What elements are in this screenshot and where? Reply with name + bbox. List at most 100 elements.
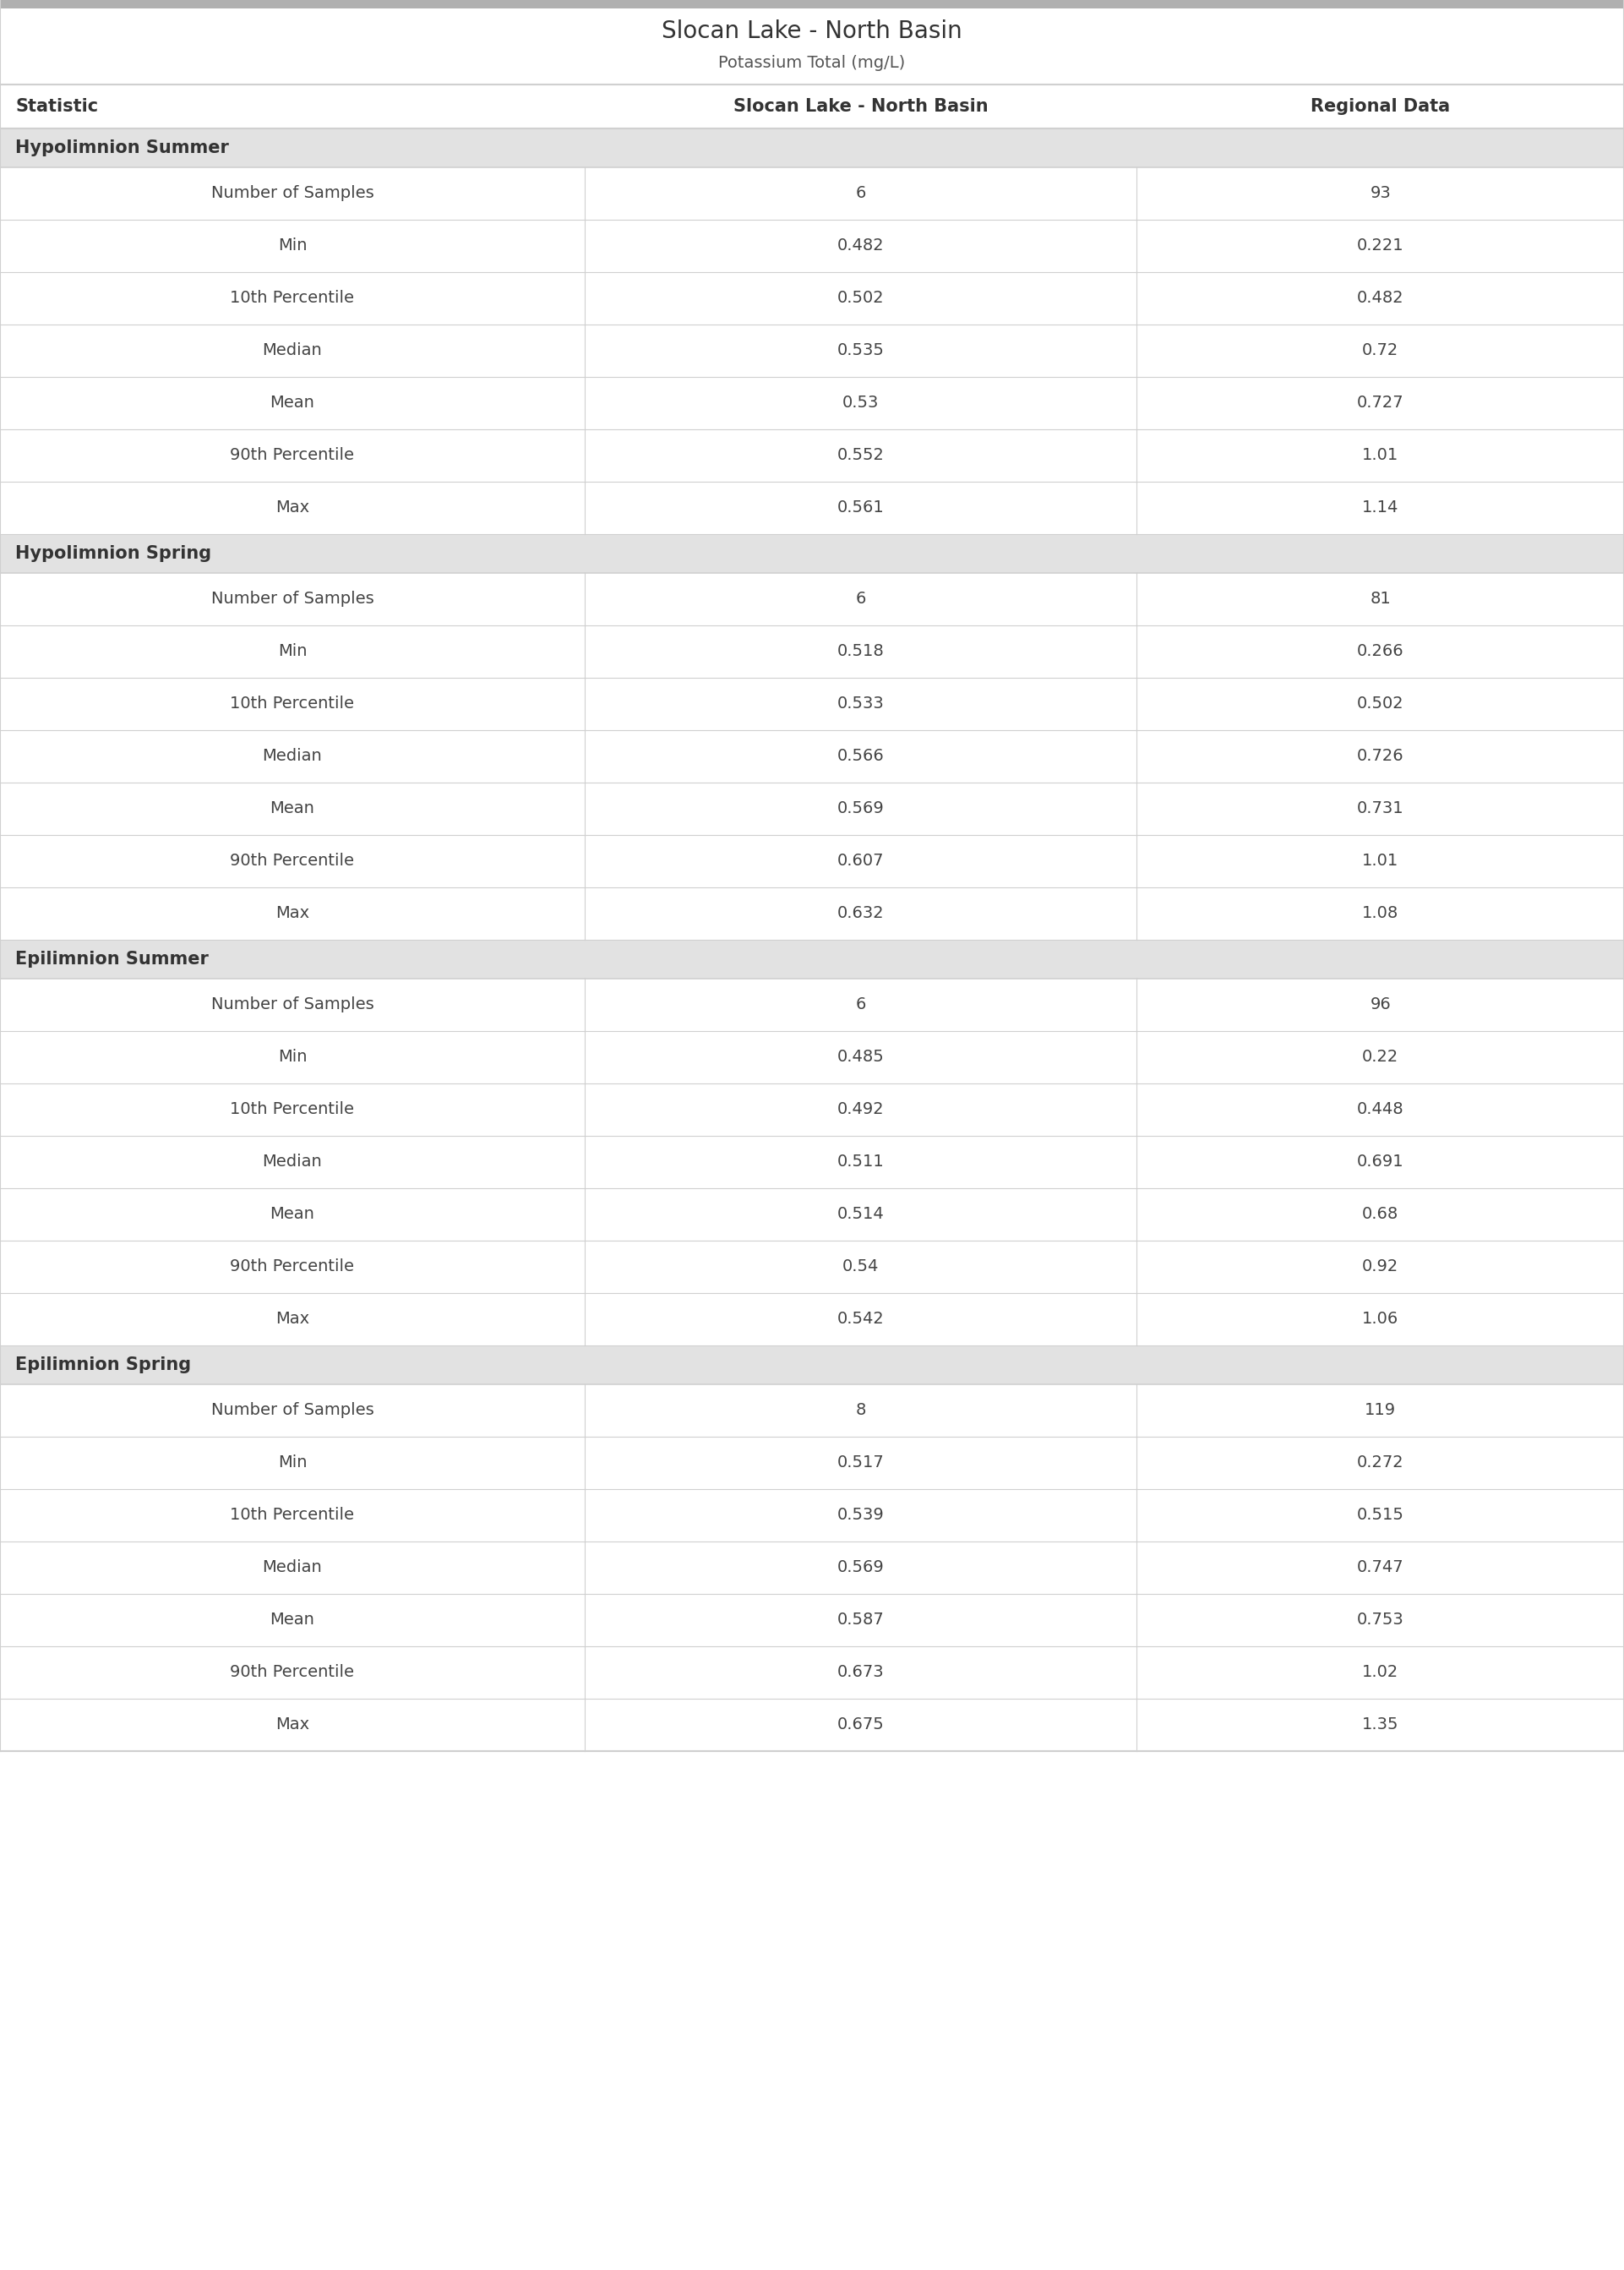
Bar bbox=[0, 0, 1624, 9]
Text: Statistic: Statistic bbox=[15, 98, 97, 116]
Bar bbox=[0, 978, 1624, 1031]
Bar bbox=[0, 220, 1624, 272]
Bar bbox=[0, 1489, 1624, 1541]
Text: Epilimnion Spring: Epilimnion Spring bbox=[15, 1357, 192, 1373]
Text: 0.561: 0.561 bbox=[836, 499, 885, 515]
Text: 10th Percentile: 10th Percentile bbox=[231, 1507, 354, 1523]
Text: 81: 81 bbox=[1371, 590, 1390, 606]
Text: 0.53: 0.53 bbox=[843, 395, 879, 411]
Text: 6: 6 bbox=[856, 997, 866, 1012]
Text: Slocan Lake - North Basin: Slocan Lake - North Basin bbox=[661, 20, 963, 43]
Text: 0.569: 0.569 bbox=[836, 801, 885, 817]
Bar bbox=[0, 731, 1624, 783]
Text: 90th Percentile: 90th Percentile bbox=[231, 1260, 354, 1276]
Text: Median: Median bbox=[263, 343, 322, 359]
Text: 0.515: 0.515 bbox=[1356, 1507, 1405, 1523]
Text: 0.272: 0.272 bbox=[1358, 1455, 1403, 1471]
Text: Number of Samples: Number of Samples bbox=[211, 997, 374, 1012]
Bar bbox=[0, 627, 1624, 679]
Text: 0.517: 0.517 bbox=[836, 1455, 885, 1471]
Bar bbox=[0, 429, 1624, 481]
Text: 0.542: 0.542 bbox=[836, 1312, 885, 1328]
Text: 0.448: 0.448 bbox=[1358, 1101, 1403, 1117]
Text: Number of Samples: Number of Samples bbox=[211, 186, 374, 202]
Text: 0.68: 0.68 bbox=[1363, 1205, 1398, 1224]
Text: 1.35: 1.35 bbox=[1363, 1716, 1398, 1732]
Bar bbox=[0, 533, 1624, 572]
Text: 96: 96 bbox=[1371, 997, 1390, 1012]
Bar bbox=[0, 1242, 1624, 1294]
Text: 0.731: 0.731 bbox=[1358, 801, 1403, 817]
Bar bbox=[0, 1083, 1624, 1135]
Text: Hypolimnion Spring: Hypolimnion Spring bbox=[15, 545, 211, 563]
Text: 8: 8 bbox=[856, 1403, 866, 1419]
Bar bbox=[0, 325, 1624, 377]
Text: Max: Max bbox=[276, 499, 309, 515]
Text: 90th Percentile: 90th Percentile bbox=[231, 447, 354, 463]
Text: 0.539: 0.539 bbox=[836, 1507, 885, 1523]
Bar bbox=[0, 1031, 1624, 1083]
Text: Max: Max bbox=[276, 906, 309, 922]
Text: 0.727: 0.727 bbox=[1358, 395, 1403, 411]
Text: 0.518: 0.518 bbox=[836, 645, 885, 661]
Text: 0.266: 0.266 bbox=[1358, 645, 1403, 661]
Text: 0.492: 0.492 bbox=[838, 1101, 883, 1117]
Text: 93: 93 bbox=[1371, 186, 1390, 202]
Text: Min: Min bbox=[278, 1455, 307, 1471]
Bar bbox=[0, 1541, 1624, 1594]
Bar bbox=[0, 481, 1624, 533]
Bar bbox=[0, 888, 1624, 940]
Text: 0.22: 0.22 bbox=[1363, 1049, 1398, 1065]
Bar bbox=[0, 1346, 1624, 1385]
Text: 0.533: 0.533 bbox=[836, 697, 885, 713]
Bar bbox=[0, 1646, 1624, 1698]
Text: 0.607: 0.607 bbox=[838, 854, 883, 869]
Text: Median: Median bbox=[263, 749, 322, 765]
Text: 0.511: 0.511 bbox=[836, 1153, 885, 1169]
Text: 1.06: 1.06 bbox=[1363, 1312, 1398, 1328]
Text: Min: Min bbox=[278, 238, 307, 254]
Text: 0.485: 0.485 bbox=[836, 1049, 885, 1065]
Bar bbox=[0, 940, 1624, 978]
Text: 10th Percentile: 10th Percentile bbox=[231, 1101, 354, 1117]
Bar bbox=[0, 272, 1624, 325]
Text: Median: Median bbox=[263, 1153, 322, 1169]
Text: 119: 119 bbox=[1364, 1403, 1397, 1419]
Text: 1.08: 1.08 bbox=[1363, 906, 1398, 922]
Text: Max: Max bbox=[276, 1716, 309, 1732]
Text: 0.92: 0.92 bbox=[1363, 1260, 1398, 1276]
Text: Median: Median bbox=[263, 1559, 322, 1575]
Text: 0.72: 0.72 bbox=[1363, 343, 1398, 359]
Text: 1.01: 1.01 bbox=[1363, 854, 1398, 869]
Text: 0.753: 0.753 bbox=[1356, 1612, 1405, 1628]
Text: 0.482: 0.482 bbox=[1358, 291, 1403, 306]
Text: 0.675: 0.675 bbox=[836, 1716, 885, 1732]
Text: 1.02: 1.02 bbox=[1363, 1664, 1398, 1680]
Bar bbox=[0, 1385, 1624, 1437]
Text: 90th Percentile: 90th Percentile bbox=[231, 854, 354, 869]
Bar bbox=[0, 377, 1624, 429]
Text: Min: Min bbox=[278, 645, 307, 661]
Text: Max: Max bbox=[276, 1312, 309, 1328]
Text: 0.691: 0.691 bbox=[1358, 1153, 1403, 1169]
Text: Potassium Total (mg/L): Potassium Total (mg/L) bbox=[718, 54, 906, 70]
Text: 10th Percentile: 10th Percentile bbox=[231, 291, 354, 306]
Text: Hypolimnion Summer: Hypolimnion Summer bbox=[15, 138, 229, 157]
Text: 0.673: 0.673 bbox=[838, 1664, 883, 1680]
Bar bbox=[0, 1594, 1624, 1646]
Text: 0.54: 0.54 bbox=[843, 1260, 879, 1276]
Bar bbox=[0, 1698, 1624, 1750]
Bar bbox=[0, 835, 1624, 888]
Text: 0.726: 0.726 bbox=[1358, 749, 1403, 765]
Text: Epilimnion Summer: Epilimnion Summer bbox=[15, 951, 208, 967]
Bar bbox=[0, 129, 1624, 168]
Bar bbox=[0, 84, 1624, 129]
Text: 0.502: 0.502 bbox=[838, 291, 883, 306]
Text: 0.482: 0.482 bbox=[838, 238, 883, 254]
Text: 0.747: 0.747 bbox=[1358, 1559, 1403, 1575]
Text: Mean: Mean bbox=[270, 1612, 315, 1628]
Text: 0.535: 0.535 bbox=[836, 343, 885, 359]
Text: 90th Percentile: 90th Percentile bbox=[231, 1664, 354, 1680]
Text: Mean: Mean bbox=[270, 801, 315, 817]
Bar bbox=[0, 1187, 1624, 1242]
